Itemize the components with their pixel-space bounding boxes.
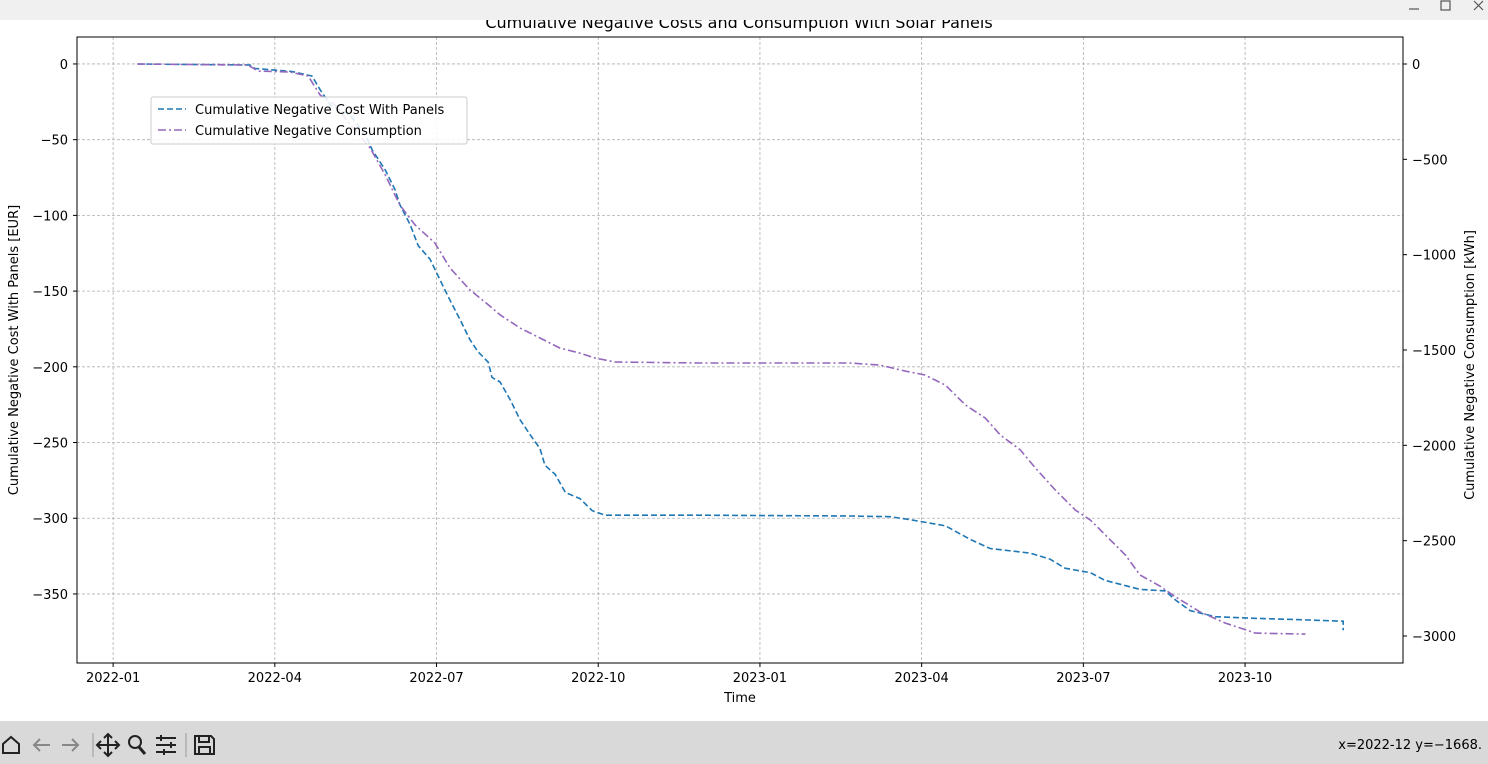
- y-tick-label: −300: [32, 512, 68, 527]
- y2-tick-label: −1000: [1412, 249, 1456, 264]
- legend-box: [150, 96, 468, 145]
- back-button[interactable]: [32, 738, 50, 752]
- pan-button[interactable]: [95, 732, 121, 758]
- x-tick-label: 2023-01: [733, 671, 787, 686]
- y2-tick-label: −1500: [1412, 344, 1456, 359]
- legend: Cumulative Negative Cost With Panels Cumu…: [150, 96, 468, 145]
- y-tick-label: −200: [32, 361, 68, 376]
- legend-label: Cumulative Negative Cost With Panels: [195, 103, 445, 118]
- y-axis-label: Cumulative Negative Cost With Panels [EU…: [7, 205, 22, 495]
- plot-frame: [76, 36, 1404, 664]
- window-controls: [1409, 0, 1484, 11]
- home-button[interactable]: [2, 735, 20, 754]
- x-tick-label: 2023-10: [1218, 671, 1272, 686]
- y-tick-label: 0: [60, 58, 68, 73]
- save-button[interactable]: [194, 735, 215, 755]
- y-tick-label: −350: [32, 588, 68, 603]
- y2-tick-label: −2000: [1412, 439, 1456, 454]
- data-line: [137, 63, 1306, 635]
- legend-label: Cumulative Negative Consumption: [195, 124, 422, 139]
- x-tick-label: 2023-04: [894, 671, 948, 686]
- data-line: [137, 63, 1344, 631]
- zoom-handle: [137, 746, 147, 755]
- zoom-button[interactable]: [128, 735, 142, 749]
- x-tick-label: 2022-01: [86, 671, 140, 686]
- x-tick-label: 2022-10: [571, 671, 625, 686]
- y2-tick-label: −500: [1412, 153, 1448, 168]
- x-tick-label: 2023-07: [1056, 671, 1110, 686]
- forward-button[interactable]: [62, 738, 80, 752]
- configure-button[interactable]: [156, 735, 176, 755]
- y2-tick-label: −3000: [1412, 630, 1456, 645]
- toolbar: [0, 721, 1488, 764]
- x-tick-label: 2022-07: [409, 671, 463, 686]
- maximize-button[interactable]: [1440, 0, 1451, 11]
- y2-tick-label: −2500: [1412, 535, 1456, 550]
- toolbar-icons: [2, 732, 215, 758]
- x-tick-label: 2022-04: [248, 671, 302, 686]
- plot: 2022-01 2022-04 2022-07 2022-10 2023-01 2023-…: [7, 36, 1478, 706]
- y2-axis-label: Cumulative Negative Consumption [kWh]: [1463, 230, 1478, 500]
- y2-tick-label: 0: [1412, 58, 1420, 73]
- y-tick-label: −100: [32, 209, 68, 224]
- y-tick-label: −250: [32, 437, 68, 452]
- y-tick-label: −150: [32, 285, 68, 300]
- x-axis-label: Time: [723, 691, 756, 706]
- y-tick-label: −50: [41, 134, 68, 149]
- status-text: x=2022-12 y=−1668.: [1338, 738, 1482, 753]
- close-button[interactable]: [1473, 0, 1484, 11]
- title-bar: [0, 0, 1488, 20]
